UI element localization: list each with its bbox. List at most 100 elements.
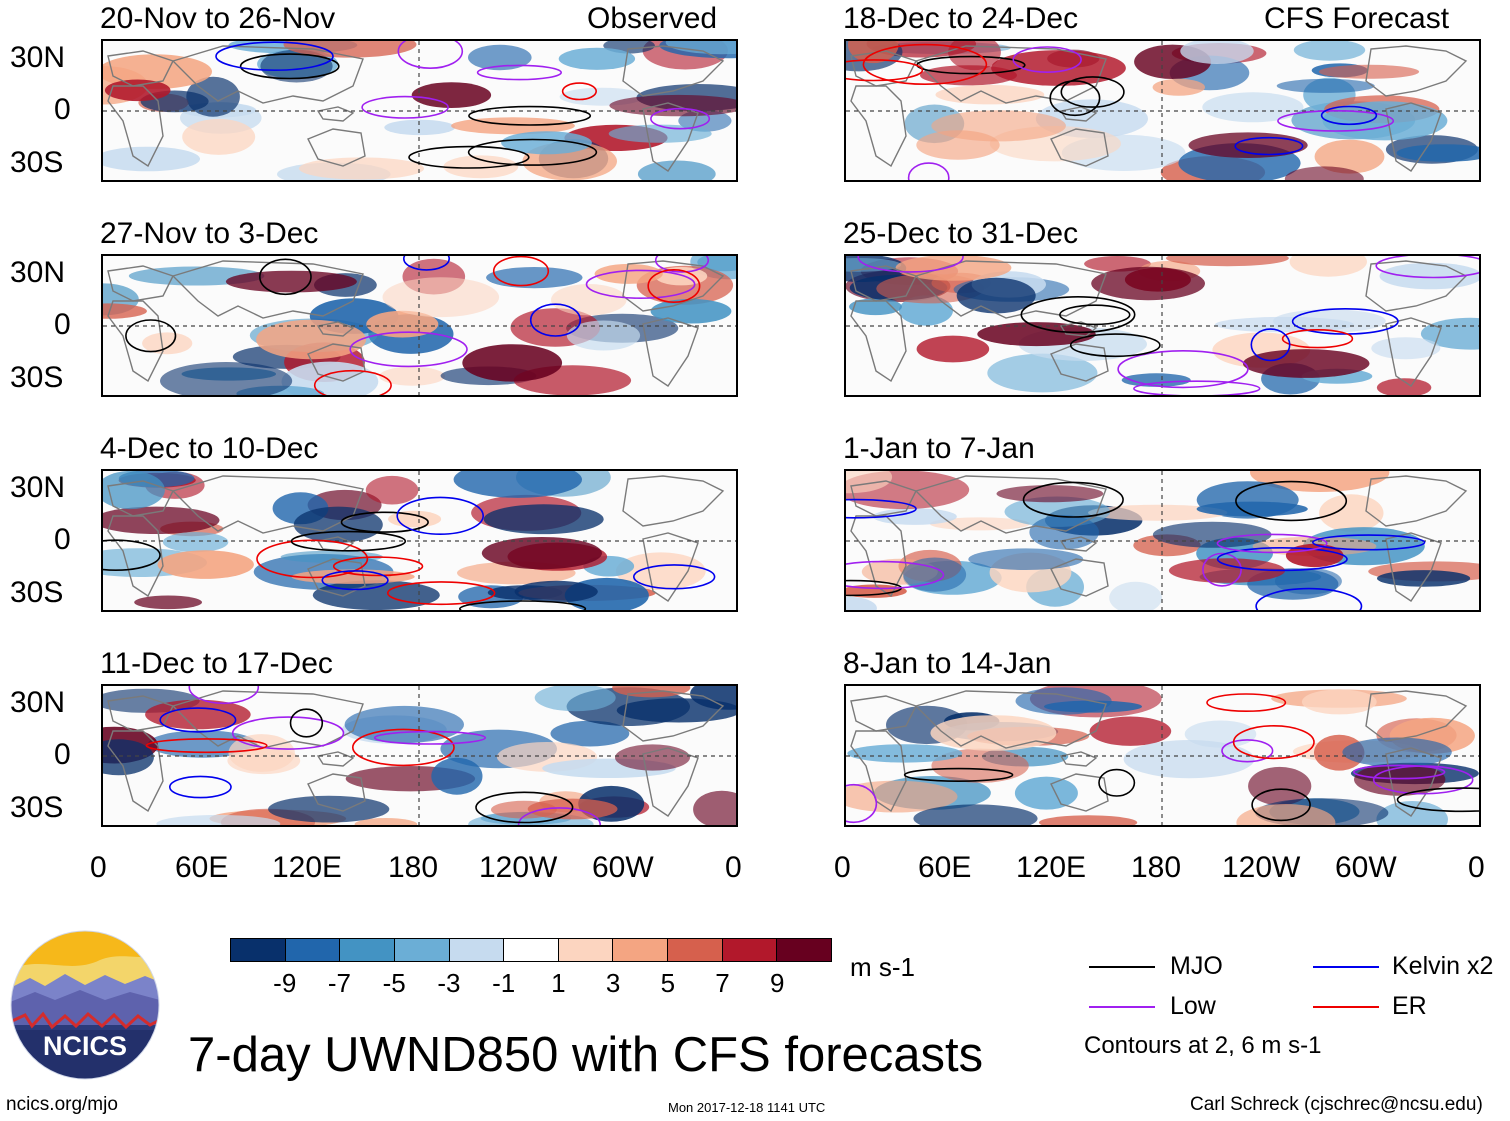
anomaly-blob bbox=[846, 780, 958, 813]
map-field bbox=[846, 256, 1479, 395]
coastline bbox=[1059, 536, 1098, 552]
anomaly-contour bbox=[387, 581, 496, 606]
anomaly-blob bbox=[1284, 166, 1364, 180]
anomaly-contour bbox=[1206, 693, 1287, 713]
lat-label: 0 bbox=[54, 523, 71, 556]
panel-tag: Observed bbox=[587, 2, 718, 35]
map-panel bbox=[101, 684, 738, 827]
anomaly-blob bbox=[483, 504, 604, 535]
panel-title: 25-Dec to 31-Dec bbox=[843, 217, 1079, 250]
anomaly-blob bbox=[103, 303, 147, 319]
anomaly-blob bbox=[365, 475, 419, 505]
anomaly-blob bbox=[1088, 504, 1228, 521]
anomaly-blob bbox=[157, 550, 254, 579]
anomaly-contour bbox=[476, 64, 563, 81]
coastline bbox=[107, 480, 174, 517]
anomaly-blob bbox=[162, 532, 229, 553]
lat-label: 30S bbox=[10, 576, 64, 609]
map-field bbox=[846, 41, 1479, 180]
map-field bbox=[103, 41, 736, 180]
anomaly-blob bbox=[1293, 41, 1366, 61]
anomaly-contour bbox=[647, 268, 701, 304]
anomaly-contour bbox=[650, 107, 711, 130]
anomaly-blob bbox=[637, 160, 716, 180]
anomaly-contour bbox=[1372, 765, 1474, 795]
anomaly-blob bbox=[1015, 687, 1112, 715]
lat-label: 0 bbox=[54, 738, 71, 771]
anomaly-contour bbox=[332, 556, 424, 577]
coastline bbox=[171, 45, 364, 104]
coastline bbox=[1050, 128, 1109, 167]
colorbar-label: 3 bbox=[605, 968, 621, 998]
map-panel bbox=[101, 469, 738, 612]
anomaly-blob bbox=[103, 471, 165, 510]
anomaly-blob bbox=[1342, 737, 1452, 767]
colorbar-swatch bbox=[449, 939, 505, 961]
anomaly-blob bbox=[1318, 64, 1420, 79]
coastline bbox=[1365, 475, 1468, 527]
anomaly-blob bbox=[968, 548, 1084, 570]
anomaly-blob bbox=[991, 50, 1126, 86]
anomaly-contour bbox=[475, 791, 574, 824]
legend-low: Low bbox=[1170, 992, 1216, 1020]
colorbar-label: -3 bbox=[437, 968, 461, 998]
colorbar-label: 5 bbox=[660, 968, 676, 998]
coastline bbox=[307, 128, 366, 167]
anomaly-contour bbox=[1353, 764, 1446, 780]
anomaly-blob bbox=[1354, 763, 1446, 796]
anomaly-contour bbox=[903, 767, 1014, 782]
anomaly-contour bbox=[1098, 768, 1136, 797]
anomaly-contour bbox=[403, 256, 450, 271]
anomaly-contour bbox=[1069, 333, 1161, 358]
anomaly-blob bbox=[1242, 349, 1370, 378]
coastline bbox=[316, 321, 355, 337]
anomaly-blob bbox=[260, 49, 333, 83]
anomaly-blob bbox=[931, 110, 1066, 142]
coastline bbox=[1385, 532, 1442, 602]
coastline bbox=[642, 102, 699, 172]
coastline bbox=[622, 690, 725, 742]
lon-label: 180 bbox=[1131, 851, 1182, 884]
anomaly-blob bbox=[1180, 41, 1254, 64]
anomaly-contour bbox=[1049, 80, 1101, 117]
map-field bbox=[103, 256, 736, 395]
anomaly-contour bbox=[1255, 587, 1363, 610]
colorbar-label: -7 bbox=[327, 968, 352, 998]
anomaly-blob bbox=[514, 580, 598, 603]
coastline bbox=[622, 260, 725, 312]
anomaly-blob bbox=[298, 157, 425, 180]
anomaly-contour bbox=[846, 498, 917, 519]
anomaly-blob bbox=[453, 471, 582, 498]
colorbar-swatch bbox=[504, 939, 559, 961]
anomaly-blob bbox=[1188, 132, 1308, 158]
anomaly-blob bbox=[847, 744, 963, 763]
anomaly-contour bbox=[529, 303, 582, 337]
anomaly-blob bbox=[956, 277, 1036, 314]
panel-title: 27-Nov to 3-Dec bbox=[100, 217, 319, 250]
coastline bbox=[850, 265, 917, 302]
anomaly-blob bbox=[1314, 139, 1385, 174]
anomaly-contour bbox=[1251, 788, 1311, 822]
anomaly-blob bbox=[134, 595, 202, 610]
colorbar-label: 7 bbox=[715, 968, 730, 998]
anomaly-blob bbox=[665, 41, 736, 55]
legend-kelvin-line bbox=[1313, 966, 1379, 968]
anomaly-contour bbox=[231, 716, 345, 750]
lon-label: 120W bbox=[1222, 851, 1301, 884]
lon-label: 60E bbox=[918, 851, 972, 884]
colorbar-swatch bbox=[394, 939, 450, 961]
logo-text: NCICS bbox=[43, 1031, 127, 1061]
footer-author: Carl Schreck (cjschrec@ncsu.edu) bbox=[1190, 1094, 1483, 1115]
anomaly-contour bbox=[1059, 304, 1131, 326]
coastline bbox=[1385, 747, 1442, 817]
main-title: 7-day UWND850 with CFS forecasts bbox=[188, 1028, 984, 1082]
anomaly-blob bbox=[1276, 78, 1375, 93]
anomaly-contour bbox=[351, 728, 455, 767]
anomaly-contour bbox=[492, 256, 550, 287]
anomaly-contour bbox=[468, 105, 592, 126]
anomaly-contour bbox=[1235, 480, 1348, 522]
anomaly-blob bbox=[594, 263, 663, 284]
anomaly-contour bbox=[103, 539, 161, 571]
lat-label: 0 bbox=[54, 308, 71, 341]
anomaly-contour bbox=[1250, 328, 1291, 362]
